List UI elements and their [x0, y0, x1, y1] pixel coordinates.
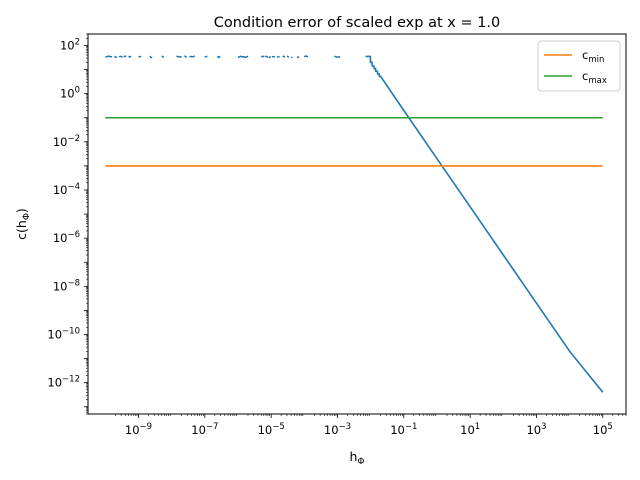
y-tick-label: 10−10: [47, 326, 80, 341]
error-noise-segment-18: [276, 55, 280, 58]
x-tick-label: 103: [526, 422, 546, 437]
error-noise-segment-16: [268, 55, 272, 59]
x-tick-label: 10−5: [258, 422, 285, 437]
x-tick-label: 10−9: [125, 422, 152, 437]
error-noise-segment-4: [128, 55, 132, 58]
legend-label-cmax: cmax: [582, 69, 607, 86]
error-noise-segment-12: [216, 55, 221, 59]
error-noise-segment-15: [264, 55, 269, 58]
error-noise-segment-3: [123, 55, 127, 58]
error-noise-segment-1: [114, 55, 117, 59]
error-noise-segment-24: [334, 55, 341, 58]
chart-title: Condition error of scaled exp at x = 1.0: [214, 15, 501, 31]
x-axis: 10−9 10−7 10−5 10−3 10−1 101 103 105: [115, 414, 627, 437]
error-noise-segment-5: [138, 55, 142, 58]
error-noise-segment-10: [189, 55, 195, 58]
y-axis: 10−12 10−10 10−8 10−6 10−4 10−2 100 102: [47, 33, 88, 415]
legend: cmin cmax: [537, 40, 621, 92]
error-noise-segment-20: [286, 55, 290, 58]
error-noise-segment-9: [184, 55, 188, 59]
legend-label-cmin: cmin: [582, 48, 604, 65]
error-curve-line: [365, 55, 604, 393]
y-tick-label: 10−4: [53, 182, 80, 197]
y-tick-label: 102: [60, 37, 80, 52]
error-noise-segment-7: [161, 55, 165, 59]
y-tick-label: 10−6: [53, 230, 80, 245]
error-noise-segment-14: [261, 55, 265, 58]
x-tick-label: 10−3: [324, 422, 351, 437]
error-noise-segment-8: [176, 55, 182, 58]
x-axis-label: hΦ: [349, 449, 364, 467]
y-tick-label: 10−8: [53, 278, 80, 293]
x-tick-label: 10−1: [390, 422, 417, 437]
legend-box: [537, 40, 621, 92]
error-noise-segment-19: [282, 55, 286, 58]
y-tick-label: 10−2: [53, 134, 80, 149]
error-noise-segment-2: [119, 55, 123, 58]
error-noise-segment-23: [303, 55, 309, 58]
error-noise-segment-11: [204, 55, 208, 58]
error-noise-segment-0: [105, 55, 113, 58]
x-tick-label: 10−7: [191, 422, 218, 437]
plot-area: [87, 33, 627, 415]
axes-frame: [87, 33, 627, 415]
y-tick-label: 10−12: [47, 375, 80, 390]
y-axis-label: c(hΦ): [14, 208, 32, 240]
x-tick-label: 105: [593, 422, 613, 437]
series-layer: [105, 55, 604, 393]
error-noise-segment-13: [237, 55, 249, 59]
x-tick-label: 101: [460, 422, 480, 437]
error-noise-segment-6: [149, 55, 153, 59]
y-tick-label: 100: [60, 86, 80, 101]
